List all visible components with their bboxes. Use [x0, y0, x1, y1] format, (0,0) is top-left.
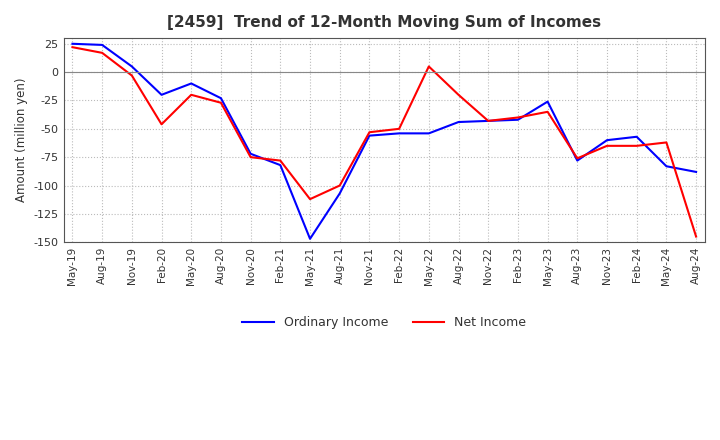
- Net Income: [365, 130, 374, 135]
- Net Income: [513, 115, 522, 120]
- Y-axis label: Amount (million yen): Amount (million yen): [15, 78, 28, 202]
- Net Income: [395, 126, 403, 132]
- Line: Ordinary Income: Ordinary Income: [73, 44, 696, 239]
- Net Income: [306, 197, 315, 202]
- Net Income: [217, 100, 225, 106]
- Ordinary Income: [157, 92, 166, 97]
- Ordinary Income: [306, 236, 315, 242]
- Ordinary Income: [425, 131, 433, 136]
- Ordinary Income: [513, 117, 522, 122]
- Net Income: [662, 140, 671, 145]
- Net Income: [276, 158, 284, 163]
- Ordinary Income: [662, 164, 671, 169]
- Ordinary Income: [276, 162, 284, 168]
- Ordinary Income: [68, 41, 77, 47]
- Ordinary Income: [484, 118, 492, 124]
- Line: Net Income: Net Income: [73, 47, 696, 237]
- Legend: Ordinary Income, Net Income: Ordinary Income, Net Income: [238, 311, 531, 334]
- Ordinary Income: [365, 133, 374, 138]
- Ordinary Income: [217, 95, 225, 101]
- Net Income: [187, 92, 196, 97]
- Net Income: [98, 50, 107, 55]
- Ordinary Income: [98, 42, 107, 48]
- Ordinary Income: [692, 169, 701, 175]
- Net Income: [425, 64, 433, 69]
- Ordinary Income: [573, 158, 582, 163]
- Ordinary Income: [544, 99, 552, 104]
- Net Income: [246, 154, 255, 160]
- Net Income: [544, 109, 552, 114]
- Ordinary Income: [454, 119, 463, 125]
- Net Income: [68, 44, 77, 50]
- Net Income: [692, 234, 701, 239]
- Title: [2459]  Trend of 12-Month Moving Sum of Incomes: [2459] Trend of 12-Month Moving Sum of I…: [167, 15, 601, 30]
- Net Income: [157, 121, 166, 127]
- Net Income: [127, 73, 136, 78]
- Ordinary Income: [127, 64, 136, 69]
- Net Income: [484, 118, 492, 124]
- Ordinary Income: [246, 151, 255, 156]
- Ordinary Income: [336, 191, 344, 196]
- Net Income: [336, 183, 344, 188]
- Net Income: [603, 143, 611, 148]
- Ordinary Income: [395, 131, 403, 136]
- Net Income: [573, 156, 582, 161]
- Ordinary Income: [187, 81, 196, 86]
- Ordinary Income: [632, 134, 641, 139]
- Net Income: [632, 143, 641, 148]
- Net Income: [454, 92, 463, 97]
- Ordinary Income: [603, 138, 611, 143]
